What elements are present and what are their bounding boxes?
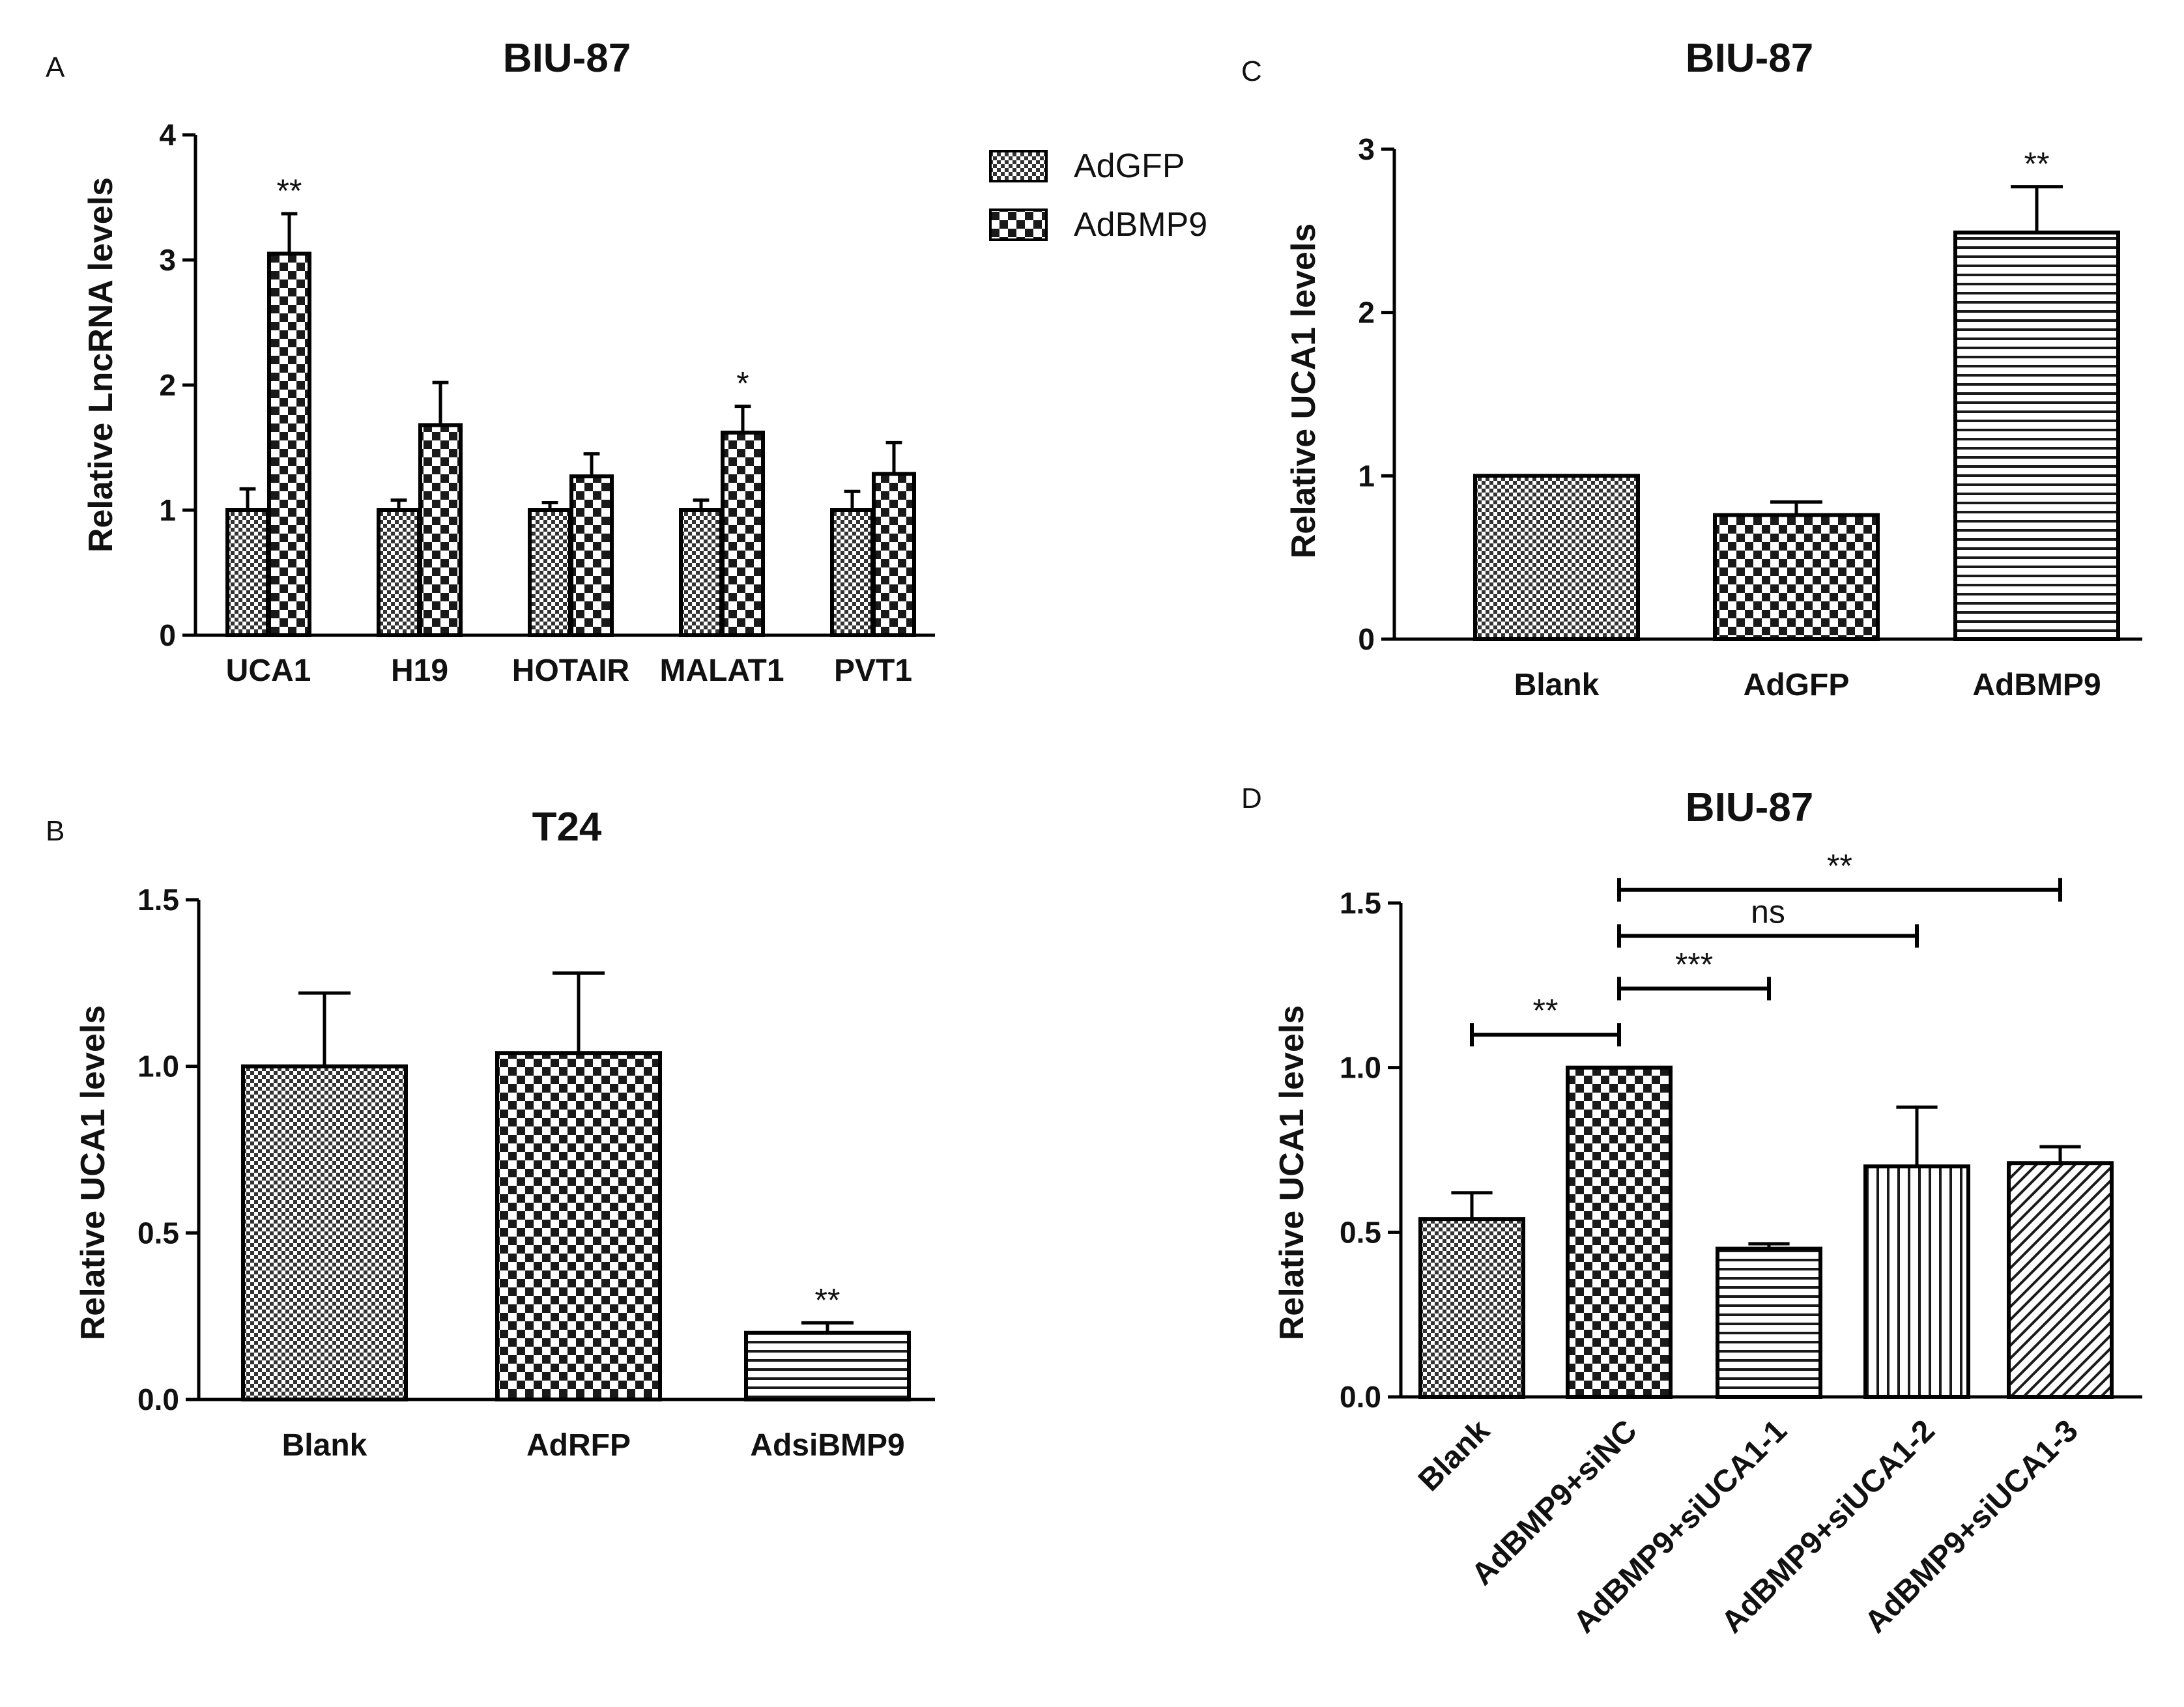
panel-b-bar-adsibmp9 — [744, 1330, 911, 1401]
x-tick-label-pvt1: PVT1 — [834, 653, 912, 688]
panel-letter-a: A — [46, 51, 65, 83]
bar-hotair-adbmp9 — [569, 474, 614, 637]
legend-label-adbmp9: AdBMP9 — [1074, 206, 1207, 244]
panel-b-x-tick-label-adsibmp9: AdsiBMP9 — [750, 1428, 904, 1463]
panel-c-y-axis-label: Relative UCA1 levels — [1285, 223, 1323, 559]
panel-c-y-tick-label: 2 — [1358, 296, 1375, 330]
panel-d-comparison-1-label: *** — [1675, 946, 1713, 983]
bar-hotair-adgfp — [528, 508, 572, 637]
bar-h19-adbmp9 — [418, 423, 463, 637]
panel-d-bar-blank — [1418, 1217, 1525, 1399]
bar-uca1-adbmp9 — [267, 251, 311, 637]
panel-c-bar-blank — [1473, 474, 1640, 641]
panel-b-x-tick-label-blank: Blank — [282, 1428, 367, 1463]
panel-b-plot: 0.0 0.5 1.0 1.5 Blank AdRFP AdsiBMP9 ** — [137, 883, 935, 1463]
panel-a-y-tick-label: 0 — [159, 618, 176, 652]
panel-d: D BIU-87 Relative UCA1 levels 0.0 0.5 1.0 1… — [1241, 782, 2142, 1640]
panel-b-y-tick-label: 0.0 — [137, 1383, 179, 1416]
panel-b-y-tick-label: 1.0 — [137, 1050, 179, 1083]
panel-d-bar-adbmp9-siuca1-1 — [1716, 1246, 1822, 1399]
panel-d-bar-adbmp9-sinc — [1566, 1065, 1673, 1399]
panel-c-title: BIU-87 — [1686, 36, 1813, 81]
panel-a-y-tick-label: 2 — [159, 368, 176, 402]
bar-malat1-adbmp9 — [721, 430, 765, 638]
panel-d-y-axis-label: Relative UCA1 levels — [1273, 1005, 1311, 1341]
panel-b-y-tick-label: 0.5 — [137, 1216, 179, 1250]
significance-malat1: * — [736, 366, 749, 402]
panel-b-y-tick-label: 1.5 — [137, 883, 179, 917]
bar-h19-adgfp — [377, 508, 421, 637]
panel-b-bar-blank — [241, 1064, 408, 1401]
panel-d-plot: 0.00.51.01.5BlankAdBMP9+siNCAdBMP9+siUCA… — [1340, 848, 2142, 1640]
x-tick-label-h19: H19 — [391, 653, 448, 688]
panel-d-comparison-0-label: ** — [1533, 992, 1559, 1029]
panel-c-y-tick-label: 3 — [1358, 132, 1375, 166]
panel-b-bar-adrfp — [495, 1051, 662, 1402]
panel-b-title: T24 — [532, 805, 602, 850]
panel-a-y-tick-label: 4 — [159, 118, 176, 152]
panel-letter-b: B — [46, 815, 65, 847]
panel-c-y-tick-label: 0 — [1358, 622, 1375, 656]
x-tick-label-uca1: UCA1 — [226, 653, 311, 688]
panel-d-comparison-2-label: ns — [1751, 894, 1785, 930]
panel-a-y-axis-label: Relative LncRNA levels — [82, 177, 120, 552]
panel-a-legend: AdGFP AdBMP9 — [989, 147, 1207, 244]
panel-d-y-tick-label: 0.0 — [1340, 1380, 1381, 1414]
panel-letter-c: C — [1241, 55, 1262, 87]
legend-swatch-adgfp — [989, 150, 1048, 182]
panel-d-y-tick-label: 0.5 — [1340, 1215, 1381, 1249]
bar-uca1-adgfp — [225, 508, 270, 637]
bar-pvt1-adbmp9 — [872, 472, 916, 637]
panel-d-y-tick-label: 1.5 — [1340, 886, 1381, 920]
panel-b-x-tick-label-adrfp: AdRFP — [526, 1428, 631, 1463]
panel-c-x-tick-label-adbmp9: AdBMP9 — [1972, 668, 2101, 702]
panel-a-y-tick-label: 1 — [159, 493, 176, 527]
panel-d-comparison-3-label: ** — [1827, 848, 1852, 884]
panel-d-bar-adbmp9-siuca1-3 — [2007, 1161, 2114, 1399]
panel-c-bar-adbmp9 — [1953, 230, 2120, 641]
bar-malat1-adgfp — [679, 508, 723, 637]
panel-a-title: BIU-87 — [503, 36, 631, 81]
panel-d-y-tick-label: 1.0 — [1340, 1051, 1381, 1085]
panel-d-title: BIU-87 — [1686, 785, 1813, 830]
panel-c: C BIU-87 Relative UCA1 levels 0 1 2 3 Blank A… — [1241, 36, 2142, 702]
panel-a: A BIU-87 Relative LncRNA levels 0 1 2 3 4 UCA… — [46, 36, 1207, 688]
x-tick-label-malat1: MALAT1 — [659, 653, 784, 688]
bar-pvt1-adgfp — [830, 508, 874, 637]
x-tick-label-hotair: HOTAIR — [512, 653, 629, 688]
legend-label-adgfp: AdGFP — [1074, 147, 1185, 185]
panel-c-x-tick-label-blank: Blank — [1514, 668, 1600, 702]
panel-b-y-axis-label: Relative UCA1 levels — [74, 1005, 112, 1341]
panel-c-bar-adgfp — [1713, 513, 1880, 642]
panel-b-significance-adsibmp9: ** — [815, 1282, 841, 1318]
panel-d-bar-adbmp9-siuca1-2 — [1863, 1164, 1970, 1399]
significance-uca1: ** — [277, 173, 302, 209]
panel-b: B T24 Relative UCA1 levels 0.0 0.5 1.0 1.5 B… — [46, 805, 935, 1463]
panel-c-significance-adbmp9: ** — [2024, 146, 2050, 182]
panel-c-plot: 0 1 2 3 Blank AdGFP AdBMP9 ** — [1358, 132, 2142, 702]
panel-a-y-tick-label: 3 — [159, 243, 176, 277]
panel-d-x-tick-label-blank: Blank — [1412, 1413, 1497, 1498]
panel-letter-d: D — [1241, 782, 1262, 814]
panel-c-x-tick-label-adgfp: AdGFP — [1744, 668, 1850, 702]
legend-swatch-adbmp9 — [989, 208, 1048, 241]
panel-c-y-tick-label: 1 — [1358, 459, 1375, 493]
